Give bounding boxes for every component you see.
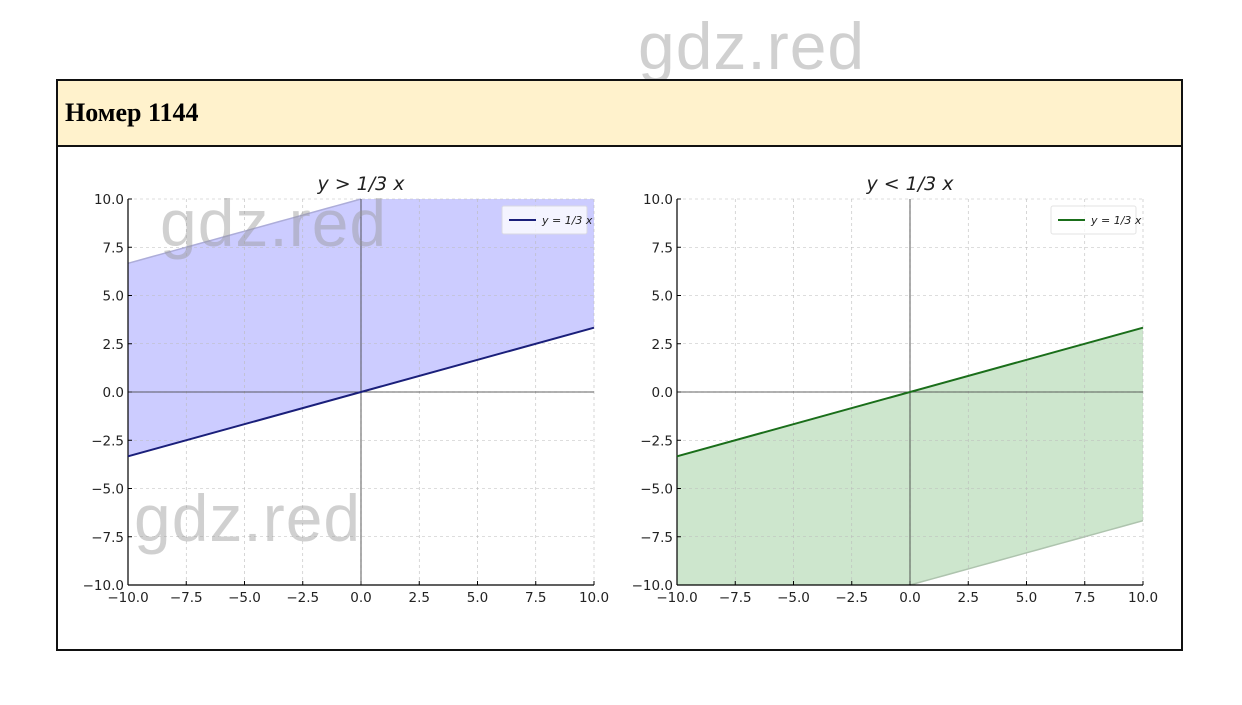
x-tick-label: 7.5 — [1074, 590, 1095, 606]
x-tick-label: −7.5 — [719, 590, 752, 606]
legend — [1050, 205, 1137, 235]
x-tick-label: 2.5 — [409, 590, 430, 606]
x-tick-label: 7.5 — [525, 590, 546, 606]
y-tick-label: −5.0 — [640, 482, 673, 498]
y-tick-label: 7.5 — [103, 240, 124, 256]
y-tick-label: 2.5 — [652, 337, 673, 353]
series-line — [676, 326, 1144, 458]
x-tick-label: 10.0 — [579, 590, 609, 606]
x-tick-label: 10.0 — [1128, 590, 1158, 606]
y-tick-label: −7.5 — [91, 530, 124, 546]
x-tick-label: 5.0 — [467, 590, 488, 606]
fill-edge — [909, 519, 1144, 586]
chart-title: y < 1/3 x — [865, 173, 954, 195]
y-tick-label: −5.0 — [91, 482, 124, 498]
x-tick-label: 0.0 — [899, 590, 920, 606]
y-tick-label: 5.0 — [103, 289, 124, 305]
legend-label: y = 1/3 x — [1090, 214, 1142, 227]
y-tick-label: 2.5 — [103, 337, 124, 353]
x-tick-label: −2.5 — [286, 590, 319, 606]
y-tick-label: 10.0 — [94, 192, 124, 208]
watermark: gdz.red — [160, 186, 388, 260]
x-tick-label: −10.0 — [107, 590, 148, 606]
x-tick-label: −5.0 — [228, 590, 261, 606]
series-line — [127, 326, 595, 458]
x-tick-label: 0.0 — [350, 590, 371, 606]
y-tick-label: −7.5 — [640, 530, 673, 546]
x-tick-label: −2.5 — [835, 590, 868, 606]
task-card: Номер 1144 — [56, 79, 1183, 651]
y-tick-label: 5.0 — [652, 289, 673, 305]
y-tick-label: 10.0 — [643, 192, 673, 208]
x-tick-label: −10.0 — [656, 590, 697, 606]
x-tick-label: 2.5 — [958, 590, 979, 606]
y-tick-label: −10.0 — [83, 578, 124, 594]
legend-label: y = 1/3 x — [541, 214, 593, 227]
y-tick-label: 7.5 — [652, 240, 673, 256]
watermark: gdz.red — [134, 481, 362, 555]
legend — [501, 205, 588, 235]
y-tick-label: 0.0 — [652, 385, 673, 401]
y-tick-label: 0.0 — [103, 385, 124, 401]
x-tick-label: 5.0 — [1016, 590, 1037, 606]
chart-title: y > 1/3 x — [316, 173, 405, 195]
y-tick-label: −2.5 — [91, 433, 124, 449]
y-tick-label: −10.0 — [632, 578, 673, 594]
watermark: gdz.red — [638, 9, 866, 83]
x-tick-label: −7.5 — [170, 590, 203, 606]
task-title: Номер 1144 — [58, 81, 1181, 147]
x-tick-label: −5.0 — [777, 590, 810, 606]
y-tick-label: −2.5 — [640, 433, 673, 449]
